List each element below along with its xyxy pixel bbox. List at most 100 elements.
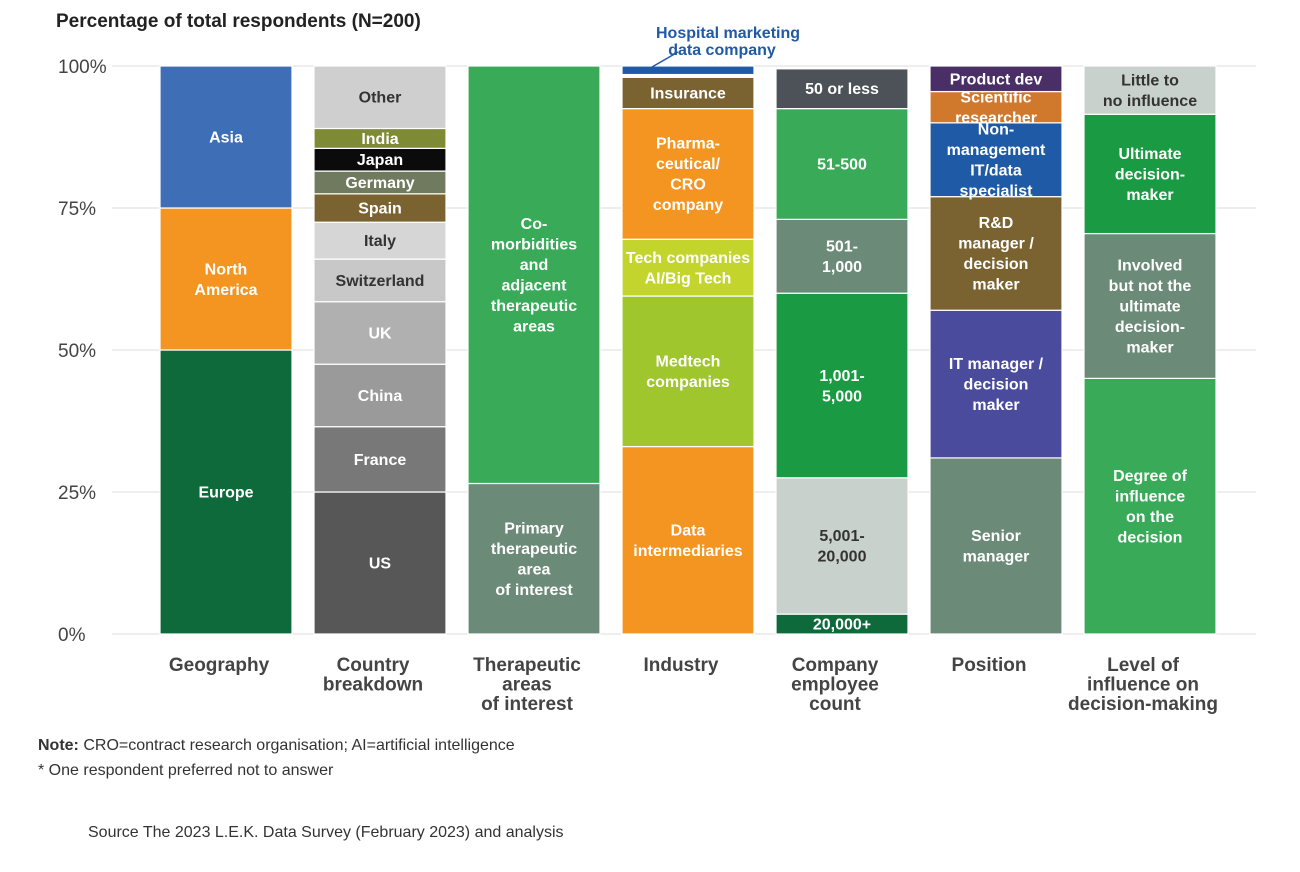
segment-label-line: IT/data [970, 162, 1022, 179]
segment-label-line: 1,000 [822, 259, 862, 276]
bar-segment [1083, 377, 1217, 635]
segment-label-line: R&D [979, 215, 1014, 232]
segment-label-line: decision [964, 256, 1029, 273]
segment-label-line: Other [359, 90, 402, 107]
segment-label-line: decision [1118, 529, 1183, 546]
segment-label: 50 or less [805, 81, 879, 98]
segment-label-line: Insurance [650, 85, 726, 102]
bar-segment [313, 363, 447, 428]
segment-label-line: specialist [960, 183, 1034, 200]
segment-label: India [361, 131, 398, 148]
segment-label: Asia [209, 130, 243, 147]
bar-segment [159, 207, 293, 351]
segment-label-line: 1,001- [819, 368, 864, 385]
bar-segment [159, 65, 293, 209]
segment-label-line: Medtech [656, 354, 721, 371]
segment-label: Senior manager [963, 528, 1030, 566]
segment-label-line: Italy [364, 233, 396, 250]
segment-label-line: UK [368, 325, 392, 342]
bar-segment [313, 221, 447, 260]
segment-label-line: intermediaries [633, 543, 742, 560]
segment-label-line: US [369, 556, 392, 573]
segment-label-line: AI/Big Tech [645, 270, 732, 287]
bar-segment [775, 68, 909, 110]
bar-column: Degree of influence on the decision Involved… [1083, 65, 1217, 635]
segment-label-line: 5,000 [822, 388, 862, 405]
segment-label-line: Data [671, 523, 706, 540]
source-line: Source The 2023 L.E.K. Data Survey (Febr… [88, 824, 564, 841]
segment-label-line: Europe [198, 485, 253, 502]
bar-segment [159, 349, 293, 635]
segment-label: Japan [357, 152, 403, 169]
callout-label-line: data company [668, 42, 776, 59]
bar-segment [621, 295, 755, 448]
segment-label-line: on the [1126, 509, 1174, 526]
segment-label-line: Degree of [1113, 468, 1187, 485]
segment-label-line: no influence [1103, 93, 1197, 110]
bar-segment [929, 196, 1063, 311]
bar-segment [621, 445, 755, 635]
segment-label: Other [359, 90, 402, 107]
bar-segment [313, 491, 447, 635]
callout-label: Hospital marketing data company [656, 25, 800, 59]
footnote: * One respondent preferred not to answer [38, 762, 334, 779]
segment-label-line: Co- [521, 216, 548, 233]
segment-label: Tech companies AI/Big Tech [626, 250, 750, 288]
segment-label-line: influence [1115, 488, 1185, 505]
bar-segment [621, 65, 755, 76]
segment-label: 501- 1,000 [822, 239, 862, 277]
segment-label-line: Ultimate [1118, 146, 1181, 163]
note-text: CRO=contract research organisation; AI=a… [83, 737, 515, 754]
category-label: Level of influence on decision-making [1068, 655, 1218, 715]
category-label-line: employee [791, 675, 879, 696]
segment-label: Germany [345, 175, 414, 192]
segment-label-line: Japan [357, 152, 403, 169]
segment-label: France [354, 452, 407, 469]
segment-label: US [369, 556, 392, 573]
segment-label: IT manager / decision maker [949, 356, 1044, 414]
category-label-line: breakdown [323, 675, 423, 696]
segment-label: Degree of influence on the decision [1113, 468, 1187, 547]
segment-label-line: India [361, 131, 398, 148]
bar-segment [1083, 232, 1217, 379]
bar-segment [929, 65, 1063, 93]
segment-label-line: 5,001- [819, 528, 864, 545]
bar-segment [313, 301, 447, 365]
segment-label-line: Little to [1121, 72, 1179, 89]
segment-label-line: China [358, 388, 403, 405]
segment-label: Scientific researcher [955, 89, 1037, 127]
segment-label-line: decision [964, 377, 1029, 394]
category-label-line: of interest [481, 694, 574, 715]
category-label: Position [952, 655, 1027, 676]
note-prefix: Note: [38, 737, 79, 754]
segment-label-line: manager [963, 549, 1030, 566]
segment-label: Europe [198, 485, 253, 502]
category-label-line: Company [792, 655, 879, 676]
bar-segment [621, 107, 755, 240]
segment-label-line: Germany [345, 175, 414, 192]
y-axis-ticks: 0% 25% 50% 75% 100% [58, 57, 107, 646]
segment-label: Product dev [950, 71, 1043, 88]
stacked-bar-chart: Percentage of total respondents (N=200) … [56, 11, 1256, 715]
bar-segment [621, 238, 755, 297]
bar-segment [467, 65, 601, 485]
segment-label-line: 20,000+ [813, 617, 871, 634]
category-labels: Geography Country breakdown Therapeutic area… [169, 655, 1218, 715]
category-label-line: areas [502, 675, 552, 696]
bar-segment [313, 65, 447, 130]
y-tick-label: 100% [58, 57, 107, 78]
segment-label-line: Senior [971, 528, 1021, 545]
bar-segment [1083, 113, 1217, 235]
bar-segment [929, 309, 1063, 459]
segment-label: North America [194, 261, 257, 299]
segment-label-line: morbidities [491, 236, 577, 253]
segment-label: Ultimate decision-maker [1115, 146, 1185, 204]
segment-label-line: 50 or less [805, 81, 879, 98]
callout: Hospital marketing data company [651, 25, 800, 68]
bars: Europe North America Asia US France China UK Swi… [159, 65, 1217, 635]
callout-label-line: Hospital marketing [656, 25, 800, 42]
callout-leader [651, 51, 679, 68]
segment-label: Non-management IT/data specialist [947, 121, 1046, 200]
category-label-line: decision-making [1068, 694, 1218, 715]
category-label: Industry [644, 655, 719, 676]
